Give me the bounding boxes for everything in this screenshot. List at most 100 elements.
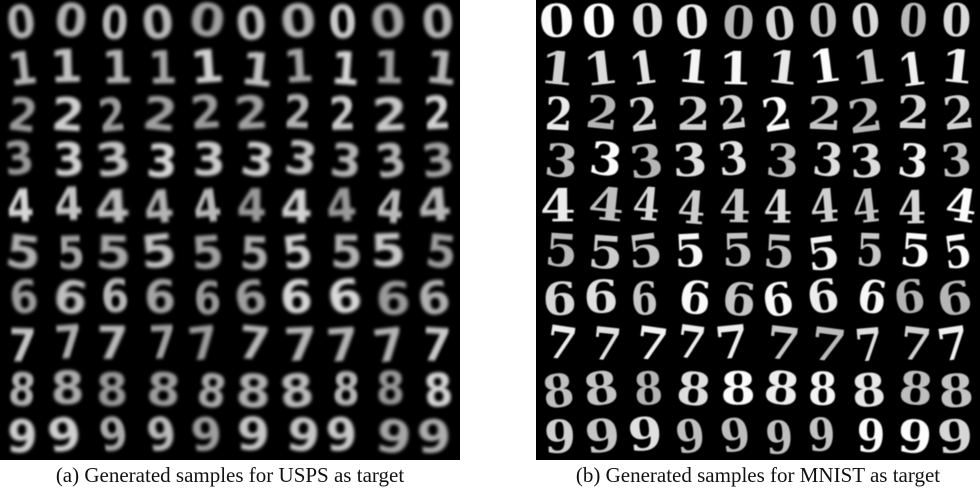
digit-sample: 6 — [414, 270, 454, 327]
digit-sample: 5 — [330, 226, 363, 278]
digit-sample: 2 — [940, 85, 976, 141]
digit-sample: 0 — [52, 0, 90, 49]
digit-sample: 7 — [185, 317, 221, 373]
digit-sample: 1 — [49, 40, 83, 94]
digit-sample: 1 — [373, 41, 405, 94]
digit-sample: 0 — [808, 0, 839, 48]
digit-sample: 6 — [933, 271, 976, 328]
digit-sample: 5 — [423, 225, 460, 281]
digit-sample: 3 — [627, 135, 666, 191]
digit-sample: 5 — [57, 228, 86, 281]
digit-sample: 0 — [580, 0, 618, 49]
digit-sample: 8 — [194, 365, 230, 420]
digit-sample: 3 — [895, 133, 932, 189]
digit-sample: 8 — [331, 364, 361, 417]
digit-sample: 7 — [53, 316, 85, 371]
digit-sample: 8 — [50, 363, 84, 416]
digit-sample: 3 — [848, 133, 885, 188]
digit-sample: 2 — [583, 85, 621, 141]
digit-sample: 9 — [896, 410, 934, 460]
digit-sample: 7 — [283, 319, 319, 373]
digit-sample: 0 — [420, 0, 457, 50]
digit-sample: 7 — [421, 319, 453, 373]
digit-sample: 8 — [539, 363, 577, 420]
digit-sample: 1 — [537, 41, 578, 97]
digit-sample: 1 — [581, 41, 622, 97]
digit-sample: 3 — [671, 134, 708, 189]
digit-sample: 9 — [284, 407, 323, 460]
digit-sample: 5 — [3, 225, 45, 281]
digit-sample: 5 — [855, 224, 885, 278]
digit-sample: 2 — [896, 86, 930, 140]
digit-sample: 8 — [277, 364, 316, 420]
digit-sample: 6 — [891, 269, 928, 325]
digit-sample: 3 — [93, 133, 134, 189]
digit-sample: 4 — [897, 182, 926, 235]
digit-sample: 6 — [194, 274, 222, 326]
digit-sample: 3 — [281, 131, 320, 188]
digit-sample: 4 — [631, 177, 663, 232]
digit-sample: 3 — [715, 132, 750, 188]
digit-sample: 9 — [236, 408, 270, 460]
digit-sample: 0 — [761, 0, 798, 52]
digit-sample: 1 — [329, 43, 362, 97]
digit-sample: 4 — [93, 181, 131, 235]
digit-sample: 4 — [190, 180, 225, 236]
digit-sample: 8 — [674, 362, 713, 418]
digit-sample: 4 — [942, 177, 980, 234]
digit-sample: 5 — [279, 226, 315, 281]
digit-sample: 5 — [95, 227, 132, 280]
digit-sample: 5 — [625, 223, 666, 280]
digit-sample: 8 — [376, 364, 405, 416]
digit-sample: 5 — [804, 225, 843, 282]
digit-sample: 8 — [96, 364, 129, 417]
digit-sample: 8 — [721, 363, 756, 416]
digit-sample: 0 — [327, 0, 358, 50]
digit-sample: 2 — [806, 87, 843, 142]
digit-sample: 7 — [673, 315, 709, 372]
digit-sample: 4 — [719, 180, 751, 233]
digit-sample: 4 — [53, 179, 83, 232]
digit-sample: 5 — [673, 224, 707, 279]
digit-sample: 7 — [853, 318, 886, 373]
digit-sample: 8 — [808, 363, 837, 416]
digit-sample: 6 — [630, 272, 659, 326]
digit-sample: 3 — [586, 131, 625, 188]
digit-sample: 2 — [283, 87, 313, 140]
digit-sample: 8 — [580, 360, 622, 418]
digit-sample: 0 — [367, 0, 409, 51]
digit-sample: 4 — [5, 179, 35, 233]
digit-sample: 9 — [935, 409, 976, 460]
digit-samples-mnist: 0 0 0 0 0 0 0 0 0 01 1 1 1 1 1 1 1 1 12 2 2 2 2 2 2 2 2 23 3 3 3 3 3 3 3 3 3… — [536, 0, 980, 460]
digit-sample: 0 — [537, 0, 576, 49]
digit-sample: 0 — [233, 0, 269, 52]
digit-sample: 3 — [372, 134, 409, 190]
digit-sample: 1 — [718, 43, 753, 97]
digit-sample: 4 — [676, 181, 708, 236]
digit-sample: 9 — [324, 408, 358, 460]
digit-sample: 3 — [328, 133, 364, 189]
digit-sample: 1 — [675, 39, 713, 95]
digit-sample: 0 — [941, 0, 972, 48]
digit-sample: 9 — [857, 411, 886, 460]
digit-sample: 4 — [374, 180, 407, 235]
digit-sample: 4 — [850, 179, 883, 234]
digit-sample: 5 — [369, 225, 406, 279]
digit-sample: 6 — [101, 271, 130, 324]
digit-sample: 6 — [676, 270, 713, 326]
digit-sample: 6 — [375, 274, 411, 327]
digit-sample: 1 — [5, 42, 40, 97]
digit-sample: 5 — [543, 223, 579, 278]
digit-sample: 6 — [50, 270, 92, 327]
digit-sample: 5 — [762, 224, 796, 279]
digit-sample: 8 — [145, 363, 182, 418]
digit-sample: 8 — [234, 366, 272, 420]
digit-sample: 2 — [188, 85, 223, 140]
digit-sample: 7 — [324, 318, 360, 373]
digit-sample: 0 — [673, 0, 711, 50]
digit-sample: 1 — [849, 40, 890, 97]
digit-sample: 4 — [237, 180, 267, 232]
digit-sample: 7 — [370, 317, 408, 373]
digit-sample: 0 — [848, 0, 883, 49]
